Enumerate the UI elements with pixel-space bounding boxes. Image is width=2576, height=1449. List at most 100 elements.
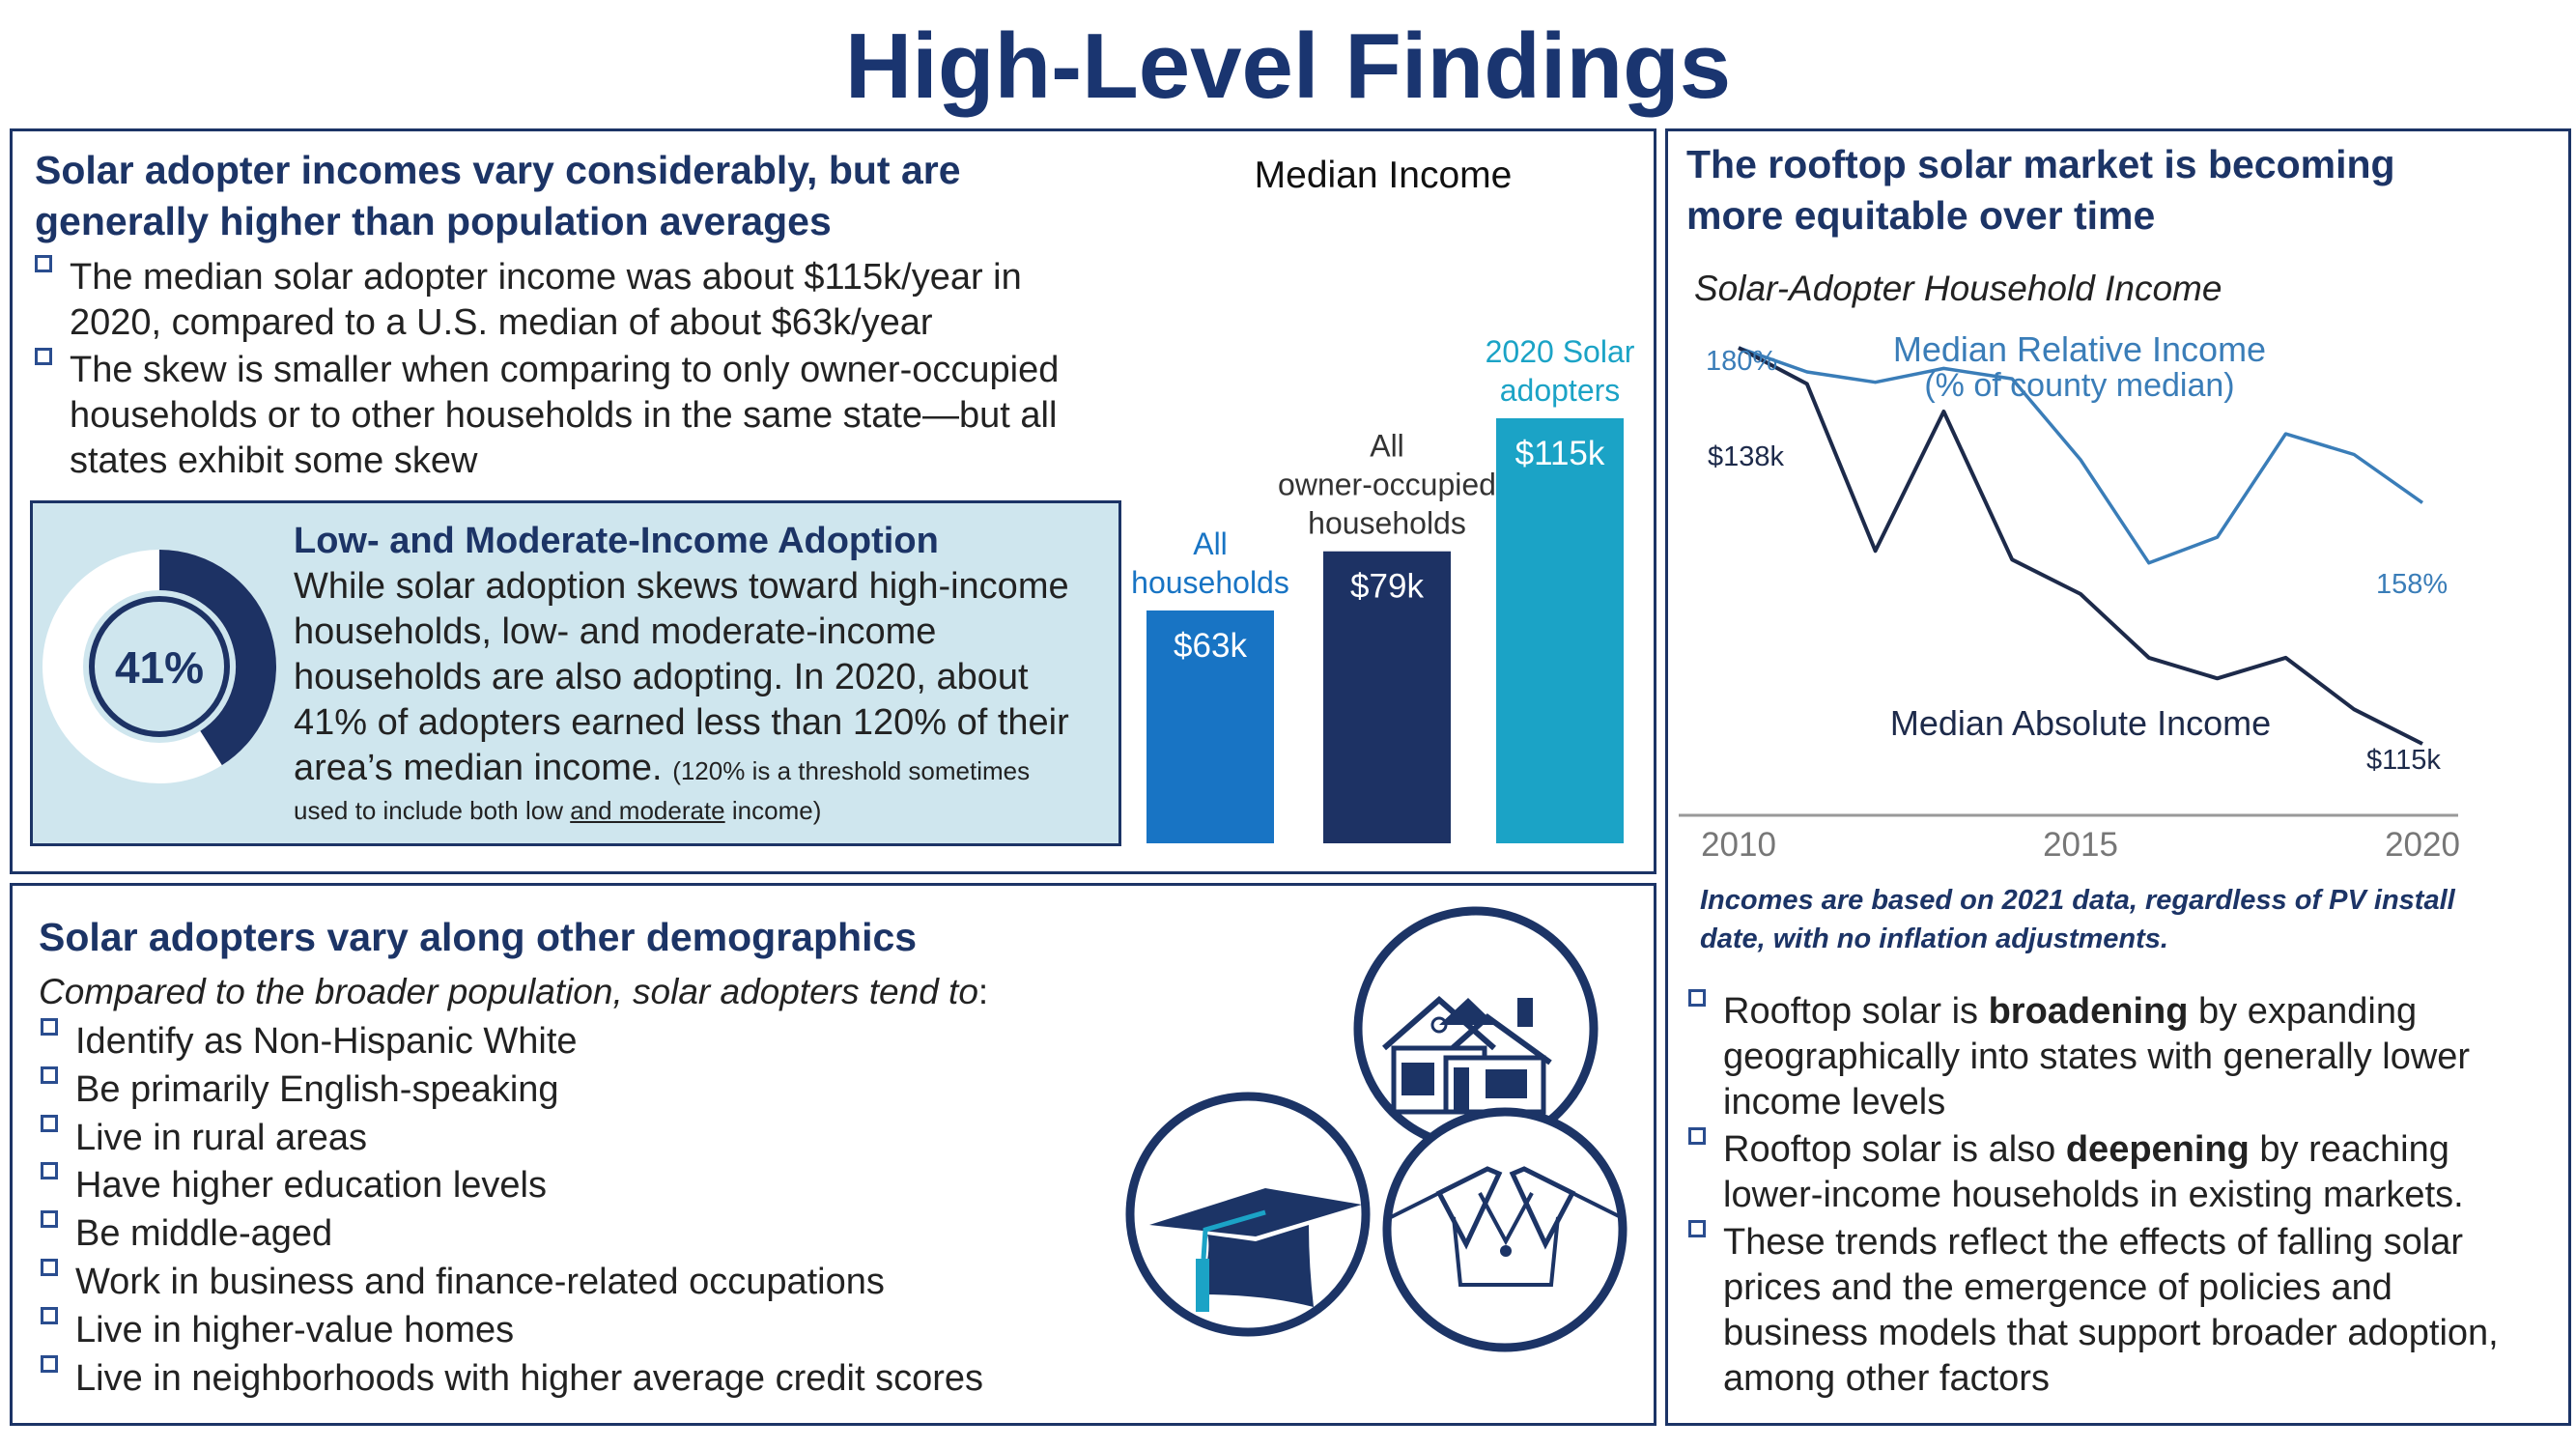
market-bullet-3-line2: prices and the emergence of policies and — [1723, 1267, 2392, 1308]
market-bullet-3: These trends reflect the effects of fall… — [1684, 1220, 2563, 1402]
demographics-bullets: Identify as Non-Hispanic White Be primar… — [37, 1018, 1099, 1403]
market-panel — [1665, 128, 2571, 1426]
market-bullet-1: Rooftop solar is broadening by expanding… — [1684, 989, 2563, 1125]
demographic-item: Live in rural areas — [37, 1114, 1099, 1163]
lmi-note-part1: (120% is a threshold sometimes — [672, 756, 1031, 785]
lmi-line-3: households are also adopting. In 2020, a… — [294, 657, 1029, 697]
lmi-donut-label: 41% — [115, 642, 204, 693]
x-tick-2010: 2010 — [1701, 826, 1776, 864]
relative-start-label: 180% — [1706, 346, 1777, 377]
market-bullet-1-post: by expanding — [2188, 991, 2418, 1032]
income-bullet-1: The median solar adopter income was abou… — [31, 255, 1132, 346]
market-bullet-1-pre: Rooftop solar is — [1723, 991, 1989, 1032]
bar-3 — [1496, 418, 1624, 843]
bar-group: $63k All households $79k All owner-occupied ho… — [1131, 334, 1635, 843]
demographics-panel — [10, 883, 1656, 1426]
lmi-note-underlined: and moderate — [570, 796, 725, 825]
market-bullet-1-bold: broadening — [1988, 991, 2189, 1032]
market-bullet-1-line1: Rooftop solar is broadening by expanding — [1723, 989, 2563, 1035]
bar-chart-title: Median Income — [1255, 155, 1513, 196]
absolute-start-label: $138k — [1708, 441, 1785, 472]
graduation-cap-icon — [1125, 1092, 1371, 1337]
note-line1: Incomes are based on 2021 data, regardle… — [1700, 885, 2455, 916]
demographic-item: Identify as Non-Hispanic White — [37, 1018, 1099, 1066]
bar-value-label-1: $63k — [1174, 627, 1247, 665]
bar-category-label-3: adopters — [1500, 373, 1621, 408]
market-heading-line2: more equitable over time — [1686, 193, 2156, 238]
demographic-item: Be primarily English-speaking — [37, 1065, 1099, 1115]
bar-category-label-1: households — [1131, 565, 1289, 600]
relative-income-line — [1738, 346, 2424, 565]
market-bullet-2-post: by reaching — [2249, 1129, 2449, 1170]
income-bullet-2-line2: households or to other households in the… — [70, 395, 1058, 436]
market-heading: The rooftop solar market is becoming mor… — [1686, 139, 2556, 242]
demographic-item: Live in higher-value homes — [37, 1306, 1099, 1355]
bar-category-label-2: All — [1370, 429, 1404, 464]
demographic-item: Work in business and finance-related occ… — [37, 1258, 1099, 1307]
demographics-heading: Solar adopters vary along other demograp… — [39, 915, 918, 959]
bar-value-label-2: $79k — [1350, 568, 1424, 606]
lmi-donut-center — [89, 596, 230, 737]
relative-end-label: 158% — [2376, 569, 2448, 600]
x-tick-2020: 2020 — [2385, 826, 2460, 864]
demographics-intro-text: Compared to the broader population, sola… — [39, 972, 978, 1011]
income-panel — [10, 128, 1656, 874]
market-bullets: Rooftop solar is broadening by expanding… — [1684, 989, 2563, 1402]
income-bullets: The median solar adopter income was abou… — [31, 255, 1132, 484]
income-bullet-2-line1: The skew is smaller when comparing to on… — [70, 350, 1060, 390]
lmi-line-4: 41% of adopters earned less than 120% of… — [294, 702, 1069, 743]
market-heading-line1: The rooftop solar market is becoming — [1686, 142, 2395, 186]
line-group — [1738, 346, 2424, 746]
income-bullet-2: The skew is smaller when comparing to on… — [31, 348, 1132, 484]
absolute-end-label: $115k — [2366, 745, 2441, 776]
market-bullet-1-line3: income levels — [1723, 1082, 1946, 1122]
bar-category-label-2: owner-occupied — [1278, 468, 1496, 502]
income-bullet-2-line3: states exhibit some skew — [70, 440, 478, 481]
household-income-line-chart: Median Relative Income (% of county medi… — [1679, 329, 2460, 864]
market-bullet-3-line4: among other factors — [1723, 1358, 2050, 1399]
demographic-item: Be middle-aged — [37, 1210, 1099, 1259]
demographics-intro-colon: : — [977, 972, 989, 1011]
shirt-collar-icon — [1382, 1107, 1628, 1352]
income-heading: Solar adopter incomes vary considerably,… — [35, 145, 1136, 247]
demographic-item: Have higher education levels — [37, 1162, 1099, 1210]
lmi-line-5: area’s median income. (120% is a thresho… — [294, 746, 1115, 794]
lmi-note-line2: used to include both low and moderate in… — [294, 794, 1115, 827]
demographics-intro: Compared to the broader population, sola… — [39, 972, 988, 1012]
lmi-last-line: area’s median income. — [294, 748, 663, 788]
bar-category-label-3: 2020 Solar — [1486, 334, 1635, 369]
market-bullet-2-line2: lower-income households in existing mark… — [1723, 1175, 2464, 1215]
lmi-title: Low- and Moderate-Income Adoption — [294, 521, 939, 561]
income-heading-line2: generally higher than population average… — [35, 199, 832, 243]
lmi-donut-chart: 41% — [42, 550, 276, 783]
income-bullet-1-line2: 2020, compared to a U.S. median of about… — [70, 302, 933, 343]
market-bullet-1-line2: geographically into states with generall… — [1723, 1037, 2471, 1077]
series-relative-label-line2: (% of county median) — [1924, 367, 2234, 404]
series-relative-label-line1: Median Relative Income — [1893, 329, 2266, 369]
income-heading-line1: Solar adopter incomes vary considerably,… — [35, 148, 961, 192]
bar-value-label-3: $115k — [1515, 435, 1605, 472]
market-bullet-2: Rooftop solar is also deepening by reach… — [1684, 1127, 2563, 1218]
line-chart-subtitle: Solar-Adopter Household Income — [1694, 269, 2222, 308]
income-bullet-1-line1: The median solar adopter income was abou… — [70, 257, 1022, 298]
bar-category-label-1: All — [1193, 526, 1228, 561]
lmi-note-part2: used to include both low — [294, 796, 571, 825]
line-chart-note: Incomes are based on 2021 data, regardle… — [1700, 881, 2550, 958]
lmi-line-1: While solar adoption skews toward high-i… — [294, 566, 1069, 607]
market-bullet-2-pre: Rooftop solar is also — [1723, 1129, 2066, 1170]
x-tick-2015: 2015 — [2043, 826, 2118, 864]
absolute-income-line — [1738, 346, 2423, 746]
demographic-item: Live in neighborhoods with higher averag… — [37, 1354, 1099, 1404]
median-income-bar-chart: Median Income $63k All households $79k All ow… — [1131, 155, 1635, 843]
lmi-line-2: households, low- and moderate-income — [294, 611, 937, 652]
bar-1 — [1146, 610, 1274, 843]
bar-2 — [1323, 551, 1451, 843]
lmi-text: Low- and Moderate-Income Adoption While … — [294, 518, 1115, 827]
demographic-icons — [1125, 906, 1628, 1352]
page-title: High-Level Findings — [844, 14, 1732, 118]
market-bullet-2-line1: Rooftop solar is also deepening by reach… — [1723, 1127, 2563, 1173]
lmi-note-part3: income) — [724, 796, 822, 825]
lmi-donut-arc — [158, 550, 276, 766]
note-line2: date, with no inflation adjustments. — [1700, 923, 2168, 954]
market-bullet-3-line3: business models that support broader ado… — [1723, 1313, 2499, 1353]
